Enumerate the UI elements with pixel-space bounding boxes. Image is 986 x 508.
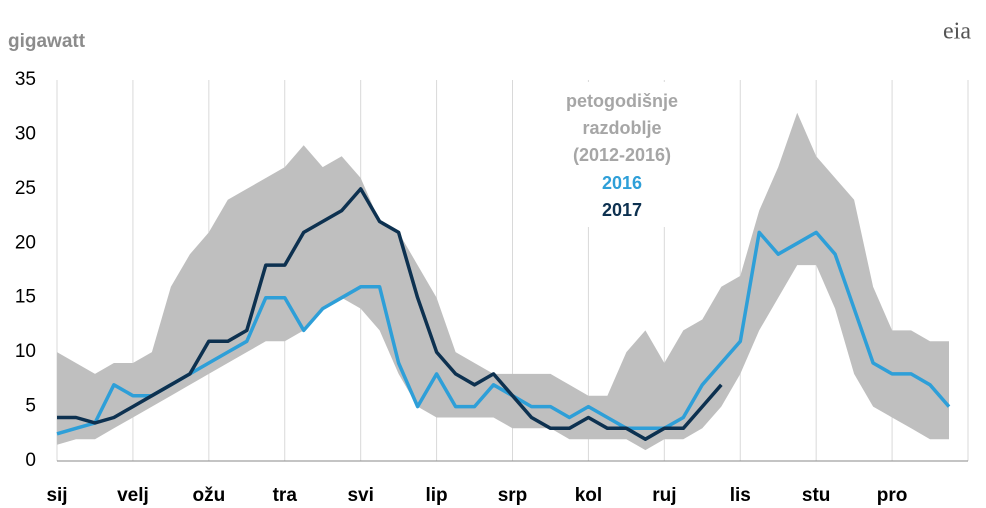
legend-label: 2016 <box>602 173 642 193</box>
y-tick-label: 0 <box>25 450 36 471</box>
series-line <box>57 187 723 441</box>
legend-label: petogodišnje <box>566 91 678 111</box>
x-tick-label: lip <box>425 485 447 506</box>
y-axis-label: gigawatt <box>8 31 86 52</box>
x-tick-label: ruj <box>652 485 676 506</box>
y-tick-label: 35 <box>15 69 36 90</box>
x-tick-label: stu <box>802 485 831 506</box>
x-tick-label: velj <box>117 485 149 506</box>
y-tick-label: 20 <box>15 232 36 253</box>
x-tick-label: tra <box>273 485 298 506</box>
range-band <box>57 112 949 451</box>
y-tick-label: 25 <box>15 178 36 199</box>
legend-label: (2012-2016) <box>573 145 671 165</box>
x-tick-label: sij <box>46 485 67 506</box>
x-tick-label: pro <box>877 485 908 506</box>
y-tick-label: 5 <box>25 396 36 417</box>
legend-label: 2017 <box>602 200 642 220</box>
x-tick-label: lis <box>730 485 751 506</box>
legend-box <box>545 82 700 227</box>
y-tick-label: 10 <box>15 341 36 362</box>
series-line <box>56 230 951 436</box>
legend-label: razdoblje <box>582 118 661 138</box>
x-tick-label: ožu <box>192 485 225 506</box>
x-tick-label: srp <box>498 485 528 506</box>
x-tick-label: svi <box>347 485 373 506</box>
logo: eia <box>943 19 971 45</box>
y-tick-label: 30 <box>15 123 36 144</box>
y-tick-label: 15 <box>15 287 36 308</box>
x-tick-label: kol <box>575 485 602 506</box>
